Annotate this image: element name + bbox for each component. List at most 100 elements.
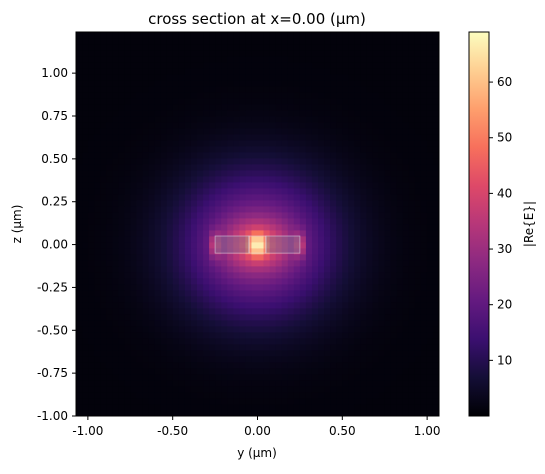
y-tick-label: 0.00	[41, 238, 68, 252]
heatmap-cell	[330, 56, 336, 62]
heatmap-cell	[294, 410, 300, 416]
heatmap-cell	[233, 182, 239, 188]
heatmap-cell	[397, 236, 403, 242]
heatmap-cell	[155, 146, 161, 152]
heatmap-cell	[251, 278, 257, 284]
heatmap-cell	[124, 242, 130, 248]
heatmap-cell	[372, 290, 378, 296]
heatmap-cell	[112, 116, 118, 122]
heatmap-cell	[288, 50, 294, 56]
heatmap-cell	[379, 314, 385, 320]
heatmap-cell	[366, 374, 372, 380]
heatmap-cell	[391, 212, 397, 218]
heatmap-cell	[251, 224, 257, 230]
heatmap-cell	[233, 50, 239, 56]
heatmap-cell	[82, 404, 88, 410]
heatmap-cell	[124, 182, 130, 188]
heatmap-cell	[312, 38, 318, 44]
heatmap-cell	[100, 242, 106, 248]
heatmap-cell	[185, 206, 191, 212]
heatmap-cell	[391, 320, 397, 326]
heatmap-cell	[270, 182, 276, 188]
heatmap-cell	[366, 158, 372, 164]
heatmap-cell	[149, 386, 155, 392]
heatmap-cell	[94, 386, 100, 392]
heatmap-cell	[100, 224, 106, 230]
heatmap-cell	[100, 158, 106, 164]
heatmap-cell	[82, 236, 88, 242]
heatmap-cell	[379, 32, 385, 38]
heatmap-cell	[203, 392, 209, 398]
heatmap-cell	[427, 104, 433, 110]
heatmap-cell	[306, 332, 312, 338]
heatmap-cell	[88, 62, 94, 68]
heatmap-cell	[300, 410, 306, 416]
heatmap-cell	[76, 38, 82, 44]
heatmap-cell	[215, 212, 221, 218]
heatmap-cell	[124, 350, 130, 356]
heatmap-cell	[239, 356, 245, 362]
heatmap-cell	[130, 56, 136, 62]
heatmap-cell	[306, 68, 312, 74]
heatmap-cell	[312, 356, 318, 362]
heatmap-cell	[360, 56, 366, 62]
heatmap-cell	[318, 398, 324, 404]
heatmap-cell	[155, 344, 161, 350]
heatmap-cell	[106, 110, 112, 116]
heatmap-cell	[173, 146, 179, 152]
heatmap-cell	[185, 176, 191, 182]
heatmap-cell	[239, 230, 245, 236]
heatmap-cell	[360, 254, 366, 260]
heatmap-cell	[185, 110, 191, 116]
heatmap-cell	[203, 344, 209, 350]
heatmap-cell	[88, 272, 94, 278]
heatmap-cell	[191, 218, 197, 224]
heatmap-cell	[118, 404, 124, 410]
heatmap-cell	[300, 104, 306, 110]
heatmap-cell	[143, 224, 149, 230]
heatmap-cell	[106, 314, 112, 320]
heatmap-cell	[197, 224, 203, 230]
heatmap-cell	[161, 104, 167, 110]
heatmap-cell	[215, 122, 221, 128]
heatmap-cell	[372, 80, 378, 86]
heatmap-cell	[409, 86, 415, 92]
heatmap-cell	[112, 350, 118, 356]
heatmap-cell	[155, 170, 161, 176]
heatmap-cell	[433, 134, 439, 140]
heatmap-cell	[385, 230, 391, 236]
heatmap-cell	[348, 44, 354, 50]
heatmap-cell	[143, 170, 149, 176]
heatmap-cell	[197, 74, 203, 80]
heatmap-cell	[76, 290, 82, 296]
heatmap-cell	[324, 134, 330, 140]
heatmap-cell	[300, 338, 306, 344]
heatmap-cell	[336, 74, 342, 80]
heatmap-cell	[215, 362, 221, 368]
heatmap-cell	[167, 236, 173, 242]
heatmap-cell	[276, 128, 282, 134]
heatmap-cell	[100, 110, 106, 116]
heatmap-cell	[197, 116, 203, 122]
heatmap-cell	[215, 380, 221, 386]
heatmap-cell	[409, 146, 415, 152]
heatmap-cell	[294, 392, 300, 398]
heatmap-cell	[251, 356, 257, 362]
heatmap-cell	[270, 356, 276, 362]
heatmap-cell	[409, 122, 415, 128]
heatmap-cell	[227, 200, 233, 206]
heatmap-cell	[143, 332, 149, 338]
heatmap-cell	[360, 200, 366, 206]
heatmap-cell	[233, 194, 239, 200]
heatmap-cell	[161, 122, 167, 128]
heatmap-cell	[100, 68, 106, 74]
heatmap-cell	[312, 188, 318, 194]
heatmap-cell	[397, 242, 403, 248]
heatmap-cell	[155, 254, 161, 260]
heatmap-cell	[421, 44, 427, 50]
heatmap-cell	[342, 68, 348, 74]
heatmap-cell	[336, 176, 342, 182]
heatmap-cell	[221, 398, 227, 404]
heatmap-cell	[233, 410, 239, 416]
heatmap-cell	[366, 134, 372, 140]
